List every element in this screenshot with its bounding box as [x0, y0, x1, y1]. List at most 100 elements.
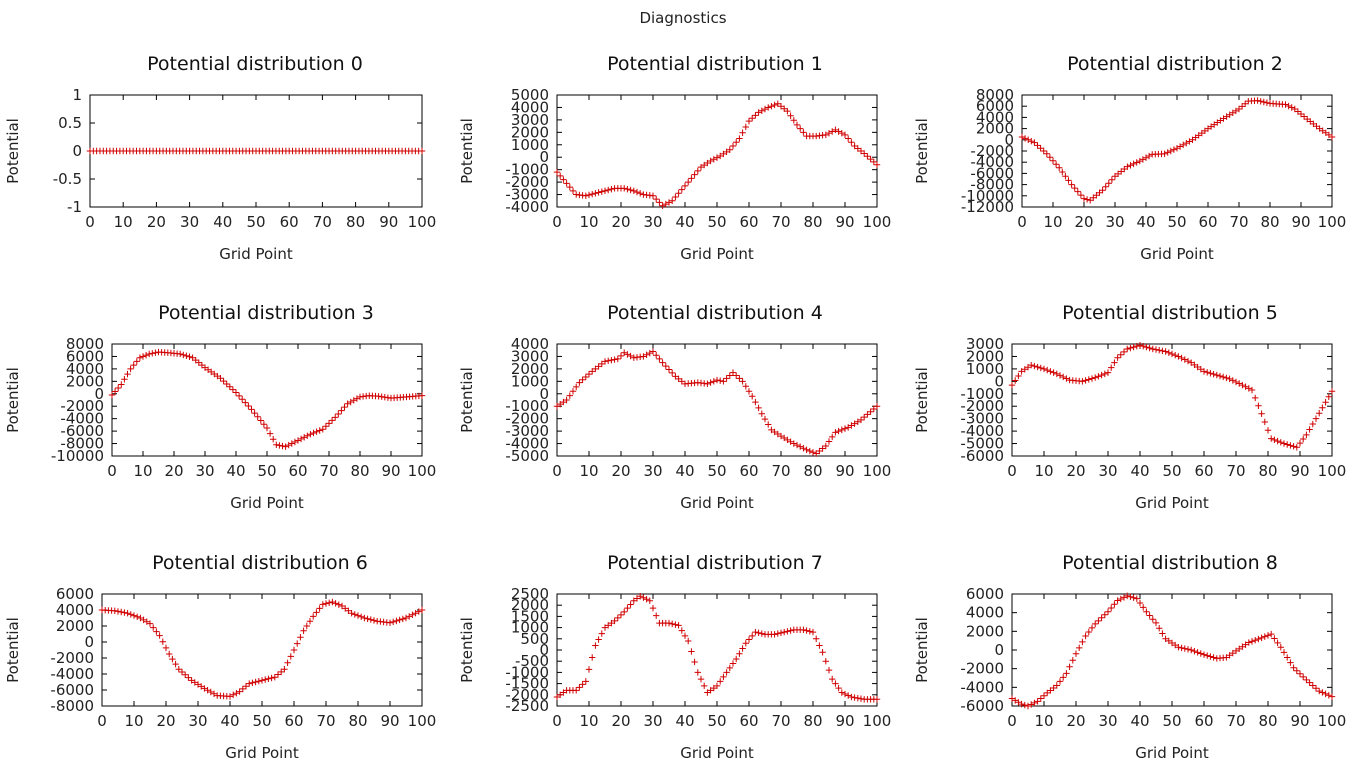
y-tick-label: 3000	[511, 347, 549, 365]
data-point	[1181, 356, 1188, 363]
data-point	[771, 631, 778, 638]
data-point	[172, 660, 179, 668]
data-point	[1260, 98, 1267, 106]
data-point	[1082, 632, 1089, 640]
x-tick-label: 50	[246, 213, 265, 231]
data-point	[1127, 162, 1134, 169]
data-point	[841, 425, 849, 432]
data-point	[322, 423, 330, 430]
data-point	[1130, 594, 1137, 601]
y-tick-label: -500	[515, 652, 549, 670]
data-point	[873, 403, 881, 410]
data-point	[1140, 604, 1147, 611]
data-point	[1263, 99, 1271, 106]
data-point	[707, 379, 714, 386]
chart-6: Potential distribution 6 0 10 20 30 40 50 60 70 8…	[4, 552, 436, 762]
data-point	[1117, 351, 1124, 358]
data-point	[793, 441, 801, 449]
data-point	[589, 190, 596, 198]
x-tick-label: 10	[114, 213, 133, 231]
chart-title: Potential distribution 8	[1062, 552, 1278, 574]
data-point	[1161, 150, 1168, 157]
data-point	[1236, 380, 1243, 387]
data-point	[249, 679, 256, 686]
data-point	[653, 195, 660, 203]
data-point	[183, 352, 190, 360]
data-point	[1056, 164, 1063, 171]
data-point	[761, 105, 769, 113]
data-point	[1050, 369, 1057, 376]
data-point	[617, 611, 625, 619]
data-point	[742, 383, 749, 390]
data-point	[678, 186, 685, 193]
data-point	[1175, 353, 1182, 360]
y-tick-label: 500	[520, 630, 549, 648]
chart-2: Potential distribution 2 0 10 20 30 40 50 60 70 8…	[913, 53, 1346, 263]
data-point	[656, 355, 663, 363]
data-point	[669, 369, 676, 377]
x-tick-label: 90	[1291, 213, 1310, 231]
data-point	[232, 389, 240, 396]
data-point	[582, 373, 589, 381]
y-tick-label: 0	[539, 385, 549, 403]
data-point	[127, 611, 134, 618]
data-point	[1111, 601, 1118, 608]
data-point	[1210, 370, 1217, 378]
plot-frame	[1011, 343, 1333, 457]
data-point	[1159, 630, 1166, 637]
data-point	[710, 378, 717, 385]
x-tick-label: 30	[1098, 462, 1117, 480]
data-point	[579, 376, 586, 383]
data-point	[1245, 639, 1252, 646]
y-tick-label: 1000	[511, 372, 549, 390]
data-point	[723, 375, 730, 382]
data-point	[1031, 362, 1038, 370]
x-tick-label: 0	[1007, 712, 1017, 730]
data-point	[1025, 136, 1032, 143]
data-point	[1306, 679, 1313, 686]
data-point	[319, 426, 326, 433]
x-axis-label: Grid Point	[680, 744, 754, 762]
data-point	[1072, 650, 1080, 657]
data-point	[279, 442, 286, 450]
data-point	[653, 352, 660, 359]
data-point	[813, 635, 820, 642]
data-point	[284, 659, 291, 666]
data-point	[393, 617, 400, 625]
x-tick-label: 10	[1034, 462, 1053, 480]
data-point	[1071, 184, 1078, 192]
y-axis-label: Potential	[458, 118, 476, 184]
data-point	[861, 413, 868, 421]
data-point	[605, 357, 612, 364]
data-point	[1080, 195, 1088, 202]
data-point	[150, 624, 157, 631]
data-point	[1207, 370, 1214, 377]
data-point	[595, 189, 602, 196]
data-point	[1034, 142, 1041, 149]
data-point	[563, 396, 570, 404]
data-point	[1108, 364, 1115, 371]
data-point	[1242, 383, 1249, 390]
data-point	[569, 388, 577, 395]
data-point	[672, 621, 679, 628]
data-point	[848, 693, 855, 701]
data-point	[108, 391, 116, 399]
data-point	[1076, 644, 1083, 652]
data-point	[364, 615, 371, 622]
x-tick-label: 70	[771, 712, 790, 730]
data-point	[185, 674, 192, 681]
y-axis-label: Potential	[4, 118, 22, 184]
data-point	[1180, 141, 1187, 149]
chart-title: Potential distribution 4	[607, 302, 823, 324]
data-point	[1127, 344, 1134, 352]
data-point	[1207, 653, 1214, 660]
x-tick-label: 100	[1318, 462, 1347, 480]
data-point	[409, 611, 416, 618]
data-point	[662, 200, 669, 208]
data-point	[1092, 620, 1099, 628]
y-tick-label: 4000	[511, 98, 549, 116]
data-point	[1293, 667, 1300, 674]
data-point	[1319, 689, 1326, 696]
data-point	[1274, 639, 1281, 647]
data-point	[832, 429, 839, 436]
